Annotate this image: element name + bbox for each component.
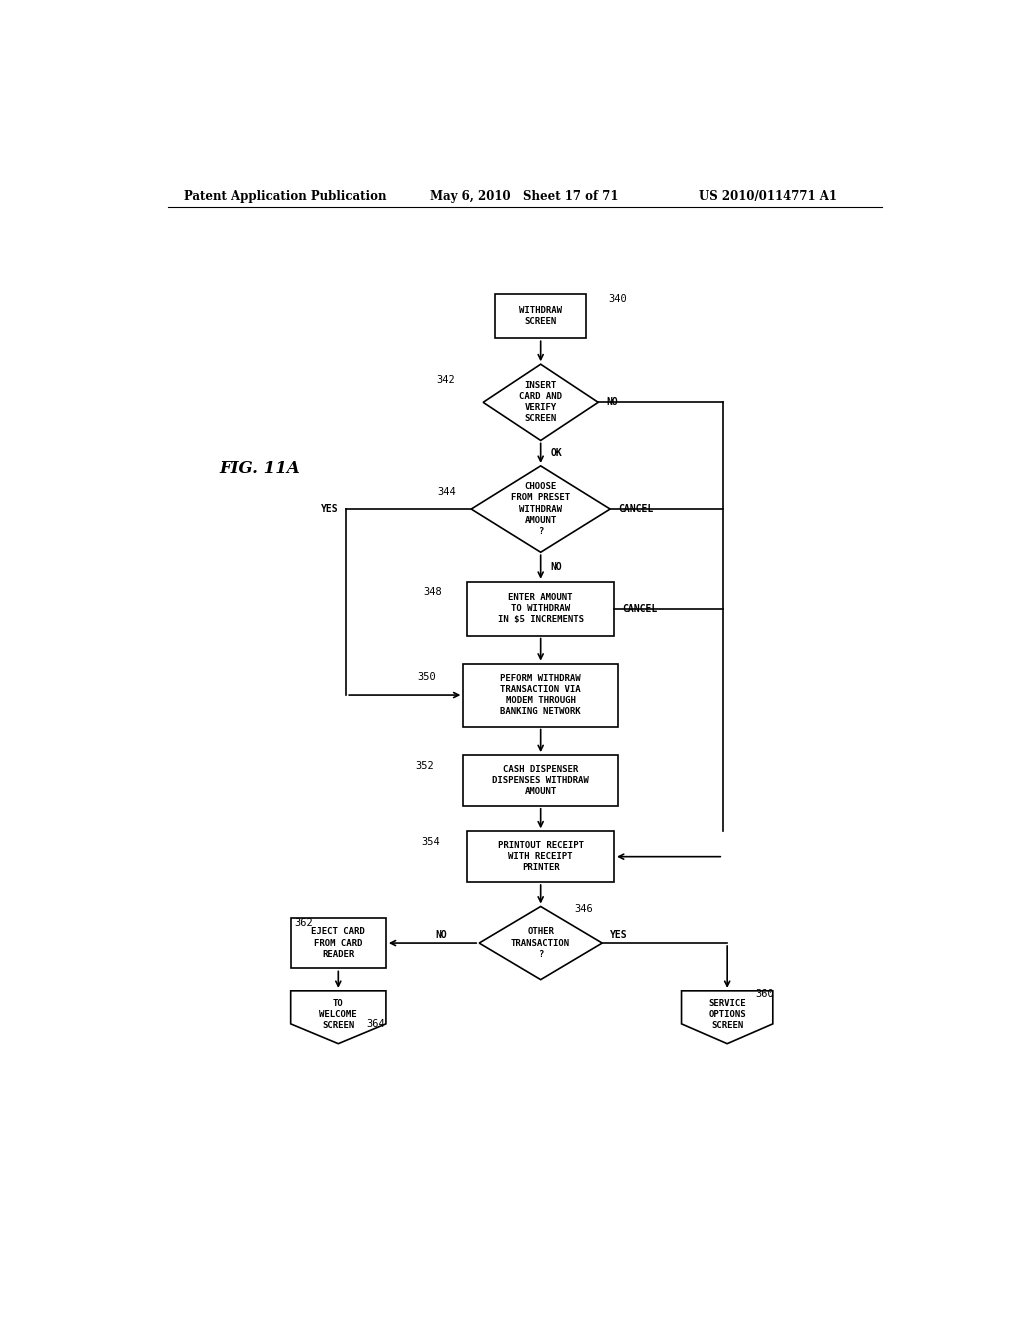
Text: CHOOSE
FROM PRESET
WITHDRAW
AMOUNT
?: CHOOSE FROM PRESET WITHDRAW AMOUNT ? [511, 482, 570, 536]
Text: 340: 340 [608, 293, 627, 304]
Bar [467, 582, 614, 636]
Text: YES: YES [321, 504, 338, 513]
Text: TO
WELCOME
SCREEN: TO WELCOME SCREEN [319, 999, 357, 1030]
Text: CANCEL: CANCEL [622, 603, 657, 614]
Text: 354: 354 [422, 837, 440, 847]
Text: 350: 350 [418, 672, 436, 681]
Text: 360: 360 [755, 989, 774, 999]
Text: CANCEL: CANCEL [618, 504, 653, 513]
Text: PRINTOUT RECEIPT
WITH RECEIPT
PRINTER: PRINTOUT RECEIPT WITH RECEIPT PRINTER [498, 841, 584, 873]
Text: PEFORM WITHDRAW
TRANSACTION VIA
MODEM THROUGH
BANKING NETWORK: PEFORM WITHDRAW TRANSACTION VIA MODEM TH… [501, 675, 581, 717]
Text: CASH DISPENSER
DISPENSES WITHDRAW
AMOUNT: CASH DISPENSER DISPENSES WITHDRAW AMOUNT [493, 764, 589, 796]
Text: YES: YES [610, 929, 628, 940]
Text: 342: 342 [436, 375, 455, 385]
Text: NO: NO [435, 929, 447, 940]
Text: May 6, 2010   Sheet 17 of 71: May 6, 2010 Sheet 17 of 71 [430, 190, 618, 202]
Bar [463, 664, 618, 726]
Text: 362: 362 [295, 917, 313, 928]
Text: US 2010/0114771 A1: US 2010/0114771 A1 [699, 190, 838, 202]
Text: OK: OK [550, 449, 562, 458]
Bar [463, 755, 618, 805]
Text: 364: 364 [367, 1019, 385, 1030]
Text: NO: NO [606, 397, 617, 408]
Bar [291, 917, 386, 969]
Text: 346: 346 [574, 903, 593, 913]
Text: WITHDRAW
SCREEN: WITHDRAW SCREEN [519, 306, 562, 326]
Text: 352: 352 [416, 762, 434, 771]
Text: OTHER
TRANSACTION
?: OTHER TRANSACTION ? [511, 928, 570, 958]
Bar [467, 832, 614, 882]
Text: Patent Application Publication: Patent Application Publication [183, 190, 386, 202]
Text: SERVICE
OPTIONS
SCREEN: SERVICE OPTIONS SCREEN [709, 999, 745, 1030]
Text: 348: 348 [423, 587, 442, 598]
Text: EJECT CARD
FROM CARD
READER: EJECT CARD FROM CARD READER [311, 928, 366, 958]
Bar [495, 293, 587, 338]
Text: ENTER AMOUNT
TO WITHDRAW
IN $5 INCREMENTS: ENTER AMOUNT TO WITHDRAW IN $5 INCREMENT… [498, 593, 584, 624]
Text: 344: 344 [437, 487, 457, 496]
Text: INSERT
CARD AND
VERIFY
SCREEN: INSERT CARD AND VERIFY SCREEN [519, 381, 562, 424]
Text: NO: NO [550, 562, 562, 572]
Text: FIG. 11A: FIG. 11A [219, 459, 300, 477]
